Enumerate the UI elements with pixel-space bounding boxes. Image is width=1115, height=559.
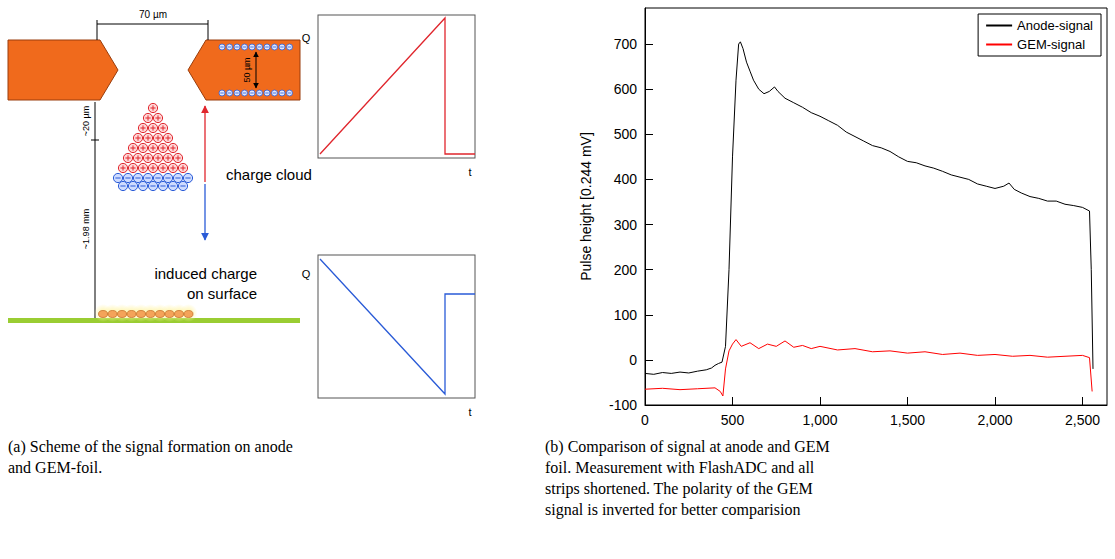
- svg-text:400: 400: [614, 171, 638, 187]
- svg-text:t: t: [468, 166, 471, 178]
- svg-text:induced charge: induced charge: [154, 265, 257, 282]
- svg-text:500: 500: [614, 126, 638, 142]
- svg-text:2,500: 2,500: [1065, 412, 1100, 428]
- svg-text:700: 700: [614, 36, 638, 52]
- svg-text:70 µm: 70 µm: [139, 9, 167, 20]
- svg-text:1,000: 1,000: [802, 412, 837, 428]
- svg-text:600: 600: [614, 81, 638, 97]
- svg-text:Q: Q: [302, 268, 311, 280]
- svg-text:Q: Q: [302, 32, 311, 44]
- svg-text:300: 300: [614, 217, 638, 233]
- svg-text:charge cloud: charge cloud: [226, 166, 312, 183]
- svg-text:Pulse height [0.244 mV]: Pulse height [0.244 mV]: [578, 132, 594, 281]
- svg-text:50 µm: 50 µm: [242, 57, 252, 82]
- svg-text:t: t: [468, 406, 471, 418]
- svg-text:0: 0: [629, 352, 637, 368]
- svg-text:1,500: 1,500: [890, 412, 925, 428]
- svg-text:~1.98 mm: ~1.98 mm: [81, 209, 91, 249]
- svg-text:200: 200: [614, 262, 638, 278]
- svg-text:0: 0: [641, 412, 649, 428]
- svg-text:Anode-signal: Anode-signal: [1017, 18, 1093, 33]
- html-text:(a) Scheme of the signal forma: (a) Scheme of the signal formation on an…: [8, 438, 293, 476]
- svg-text:on surface: on surface: [187, 285, 257, 302]
- html-text:(b) Comparison of signal at an: (b) Comparison of signal at anode and GE…: [545, 438, 830, 518]
- svg-text:100: 100: [614, 307, 638, 323]
- svg-text:2,000: 2,000: [977, 412, 1012, 428]
- svg-text:500: 500: [721, 412, 745, 428]
- svg-text:GEM-signal: GEM-signal: [1017, 37, 1085, 52]
- svg-text:~20 µm: ~20 µm: [81, 106, 91, 136]
- svg-text:-100: -100: [609, 397, 637, 413]
